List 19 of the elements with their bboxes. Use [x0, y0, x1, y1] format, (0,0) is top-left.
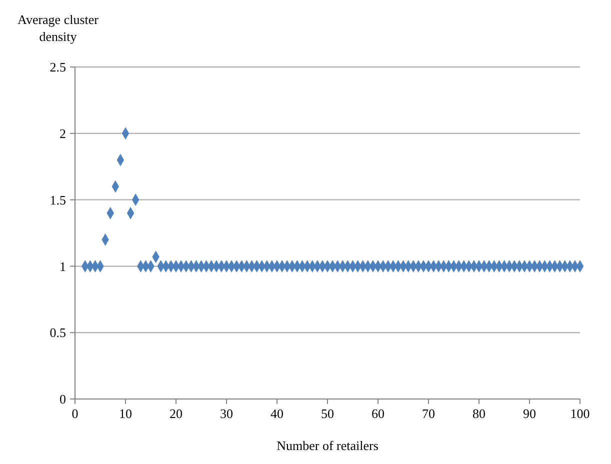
x-tick-label: 10	[119, 406, 132, 421]
x-tick-label: 60	[372, 406, 384, 421]
x-tick-label: 0	[72, 406, 78, 421]
x-tick-label: 20	[170, 406, 182, 421]
y-axis-title: Average cluster density	[18, 12, 100, 44]
y-tick-label: 1	[60, 258, 66, 274]
y-tick-label: 0.5	[50, 325, 66, 340]
x-tick-label: 50	[321, 406, 334, 421]
x-tick-label: 90	[523, 406, 536, 421]
x-tick-label: 80	[472, 406, 486, 421]
x-tick-label: 100	[570, 406, 590, 421]
x-tick-label: 70	[422, 406, 435, 421]
y-tick-label: 0	[60, 392, 66, 407]
x-tick-label: 30	[220, 406, 233, 421]
y-tick-label: 2	[60, 126, 66, 141]
x-tick-label: 40	[270, 406, 284, 421]
x-axis-title: Number of retailers	[276, 438, 378, 453]
y-tick-label: 1.5	[50, 192, 66, 208]
y-tick-label: 2.5	[50, 60, 66, 75]
